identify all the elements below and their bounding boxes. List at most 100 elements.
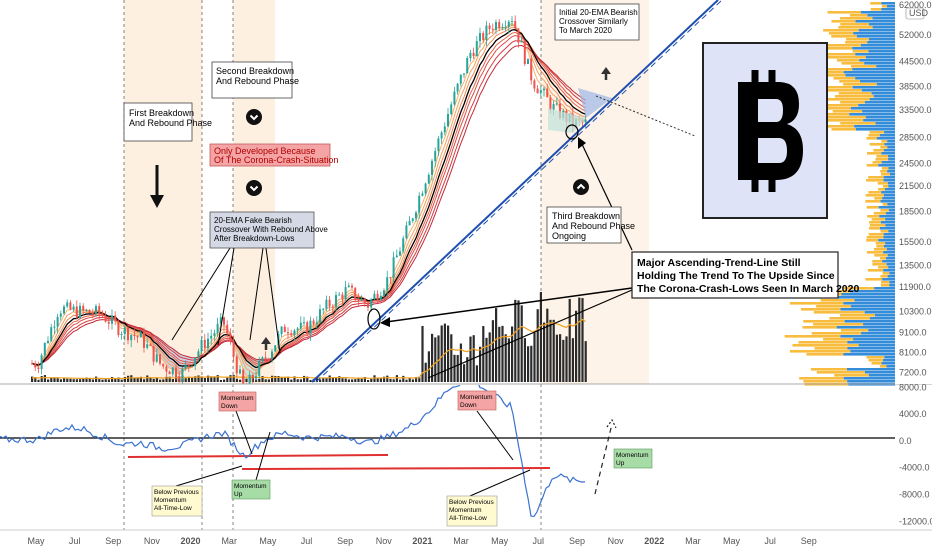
volume-profile-bar <box>873 95 895 98</box>
candle-body <box>56 316 59 327</box>
candle-body <box>386 277 389 291</box>
candle-body <box>72 306 75 310</box>
volume-profile-bar <box>882 278 895 281</box>
momentum-line <box>0 385 586 518</box>
momentum-panel: Momentum Down Momentum Down Below Previous… <box>0 383 932 527</box>
volume-bar <box>568 298 571 382</box>
volume-bar <box>197 375 200 382</box>
volume-bar <box>504 334 507 382</box>
candle-body <box>207 338 209 349</box>
volume-bar <box>399 379 402 382</box>
volume-profile-bar <box>878 239 895 242</box>
volume-bar <box>562 339 565 382</box>
volume-bar <box>210 376 213 382</box>
first-phase-annotation: First Breakdown And Rebound Phase <box>123 102 212 142</box>
trendline-label: Major Ascending-Trend-Line Still Holding … <box>637 257 859 295</box>
volume-bar <box>79 379 82 382</box>
volume-bar <box>341 378 344 382</box>
candle-body <box>149 344 152 346</box>
volume-profile-bar <box>878 206 895 209</box>
volume-profile-bar <box>841 62 865 65</box>
time-tick-label: Nov <box>608 536 625 546</box>
volume-profile-bar <box>864 101 895 104</box>
volume-profile-bar <box>866 251 884 254</box>
candle-body <box>443 126 446 133</box>
candle-body <box>338 294 341 296</box>
time-tick-label: 2020 <box>181 536 201 546</box>
candle-body <box>235 356 238 374</box>
volume-profile-bar <box>876 83 895 86</box>
candle-body <box>517 28 520 43</box>
volume-bar <box>53 377 56 382</box>
volume-bar <box>47 379 50 382</box>
usd-badge: USD <box>905 7 929 20</box>
volume-profile-bar <box>881 191 895 194</box>
volume-profile-bar <box>816 305 851 308</box>
volume-profile-bar <box>883 245 895 248</box>
candle-body <box>194 357 197 366</box>
candle-body <box>456 83 459 92</box>
volume-profile-bar <box>869 23 895 26</box>
ema-line <box>31 26 586 372</box>
candle-body <box>584 119 587 123</box>
volume-profile-bar <box>823 113 850 116</box>
volume-bar <box>328 375 331 382</box>
candle-body <box>495 21 497 30</box>
volume-profile-bar <box>823 29 859 32</box>
volume-profile-bar <box>800 308 841 311</box>
volume-profile-bar <box>852 47 895 50</box>
volume-bar <box>31 376 34 382</box>
volume-bar <box>229 375 232 382</box>
candle-body <box>354 287 357 300</box>
volume-profile-bar <box>834 95 874 98</box>
volume-profile-bar <box>869 317 895 320</box>
volume-profile-bar <box>888 185 895 188</box>
volume-bar <box>440 325 443 382</box>
volume-bar <box>267 379 270 382</box>
volume-bar <box>351 379 354 382</box>
candle-body <box>379 295 382 301</box>
volume-bar <box>421 325 424 382</box>
time-tick-label: Nov <box>144 536 161 546</box>
volume-profile-bar <box>866 137 877 140</box>
volume-profile-bar <box>888 155 895 158</box>
volume-profile-bar <box>886 365 895 368</box>
volume-profile-bar <box>866 356 885 359</box>
candle-body <box>482 33 485 41</box>
candle-body <box>130 334 133 341</box>
volume-profile-bar <box>874 314 895 317</box>
volume-profile-bar <box>816 89 862 92</box>
candle-body <box>114 315 117 322</box>
volume-bar <box>520 305 523 382</box>
fake-crossover-pointer <box>217 247 235 346</box>
candle-body <box>315 322 318 325</box>
volume-profile-bar <box>882 197 895 200</box>
candle-body <box>309 320 312 334</box>
time-tick-label: Sep <box>569 536 585 546</box>
annotation-pointer <box>235 410 253 455</box>
volume-profile-bar <box>803 380 848 383</box>
volume-profile-bar <box>814 347 848 350</box>
initial-crossover-annotation: Initial 20-EMA Bearish Crossover Similarl… <box>554 3 640 41</box>
candle-body <box>223 317 225 325</box>
volume-profile-bar <box>871 362 882 365</box>
volume-profile-bar <box>856 35 895 38</box>
candle-body <box>543 88 545 91</box>
candle-body <box>347 285 350 288</box>
volume-profile-bar <box>855 20 895 23</box>
candle-body <box>466 58 469 74</box>
volume-profile-bar <box>863 119 895 122</box>
candle-body <box>280 326 283 335</box>
volume-profile-bar <box>886 248 895 251</box>
volume-profile-bar <box>860 44 895 47</box>
price-tick-label: 9100.0 <box>899 328 927 338</box>
price-axis: 62000.0 52000.0 44500.0 38500.0 33500.0 28500… <box>895 0 932 384</box>
volume-profile-bar <box>880 221 895 224</box>
time-tick-label: 2021 <box>412 536 432 546</box>
candle-body <box>139 332 142 338</box>
volume-bar <box>75 379 78 382</box>
volume-profile-bar <box>880 146 888 149</box>
candle-body <box>226 324 229 334</box>
volume-profile-bar <box>826 44 861 47</box>
